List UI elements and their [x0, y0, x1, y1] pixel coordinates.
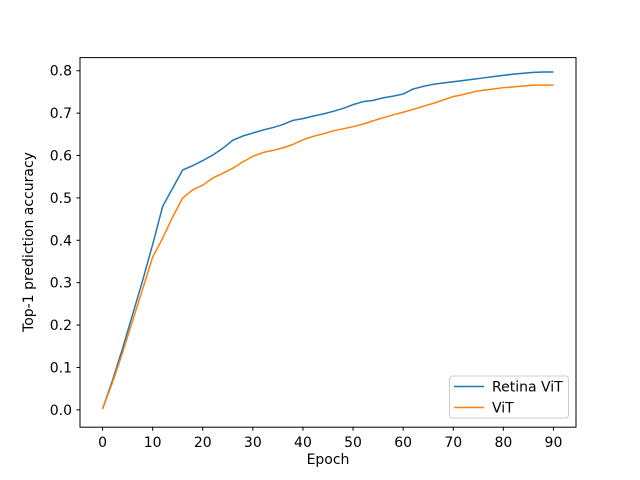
- y-tick-label: 0.2: [50, 318, 72, 334]
- legend-label-retina-vit: Retina ViT: [492, 380, 563, 396]
- x-tick-label: 80: [494, 435, 512, 451]
- x-tick-label: 10: [144, 435, 162, 451]
- y-tick-label: 0.5: [50, 191, 72, 207]
- x-tick-label: 50: [344, 435, 362, 451]
- legend-label-vit: ViT: [492, 401, 514, 417]
- y-tick-label: 0.1: [50, 360, 72, 376]
- y-tick-label: 0.8: [50, 64, 72, 80]
- y-tick-label: 0.7: [50, 106, 72, 122]
- x-tick-label: 70: [444, 435, 462, 451]
- x-tick-label: 40: [294, 435, 312, 451]
- x-tick-label: 90: [545, 435, 563, 451]
- y-axis-label: Top-1 prediction accuracy: [21, 152, 37, 333]
- y-tick-label: 0.6: [50, 149, 72, 165]
- y-tick-label: 0.0: [50, 403, 72, 419]
- x-tick-label: 60: [394, 435, 412, 451]
- x-axis-label: Epoch: [307, 452, 350, 468]
- plot-area: [80, 57, 576, 428]
- legend: Retina ViT ViT: [449, 375, 569, 419]
- y-tick-label: 0.3: [50, 276, 72, 292]
- x-tick-label: 30: [244, 435, 262, 451]
- series-line-retina-vit: [101, 71, 554, 410]
- axes-frame: [79, 57, 577, 428]
- y-tick-label: 0.4: [50, 233, 72, 249]
- x-tick-label: 0: [98, 435, 107, 451]
- x-tick-label: 20: [194, 435, 212, 451]
- series-lines: [101, 71, 554, 410]
- x-axis-ticks: 0 10 20 30 40 50 60 70 80 90: [98, 427, 562, 451]
- y-axis-ticks: 0.0 0.1 0.2 0.3 0.4 0.5 0.6 0.7 0.8: [50, 64, 80, 419]
- series-line-vit: [101, 84, 554, 410]
